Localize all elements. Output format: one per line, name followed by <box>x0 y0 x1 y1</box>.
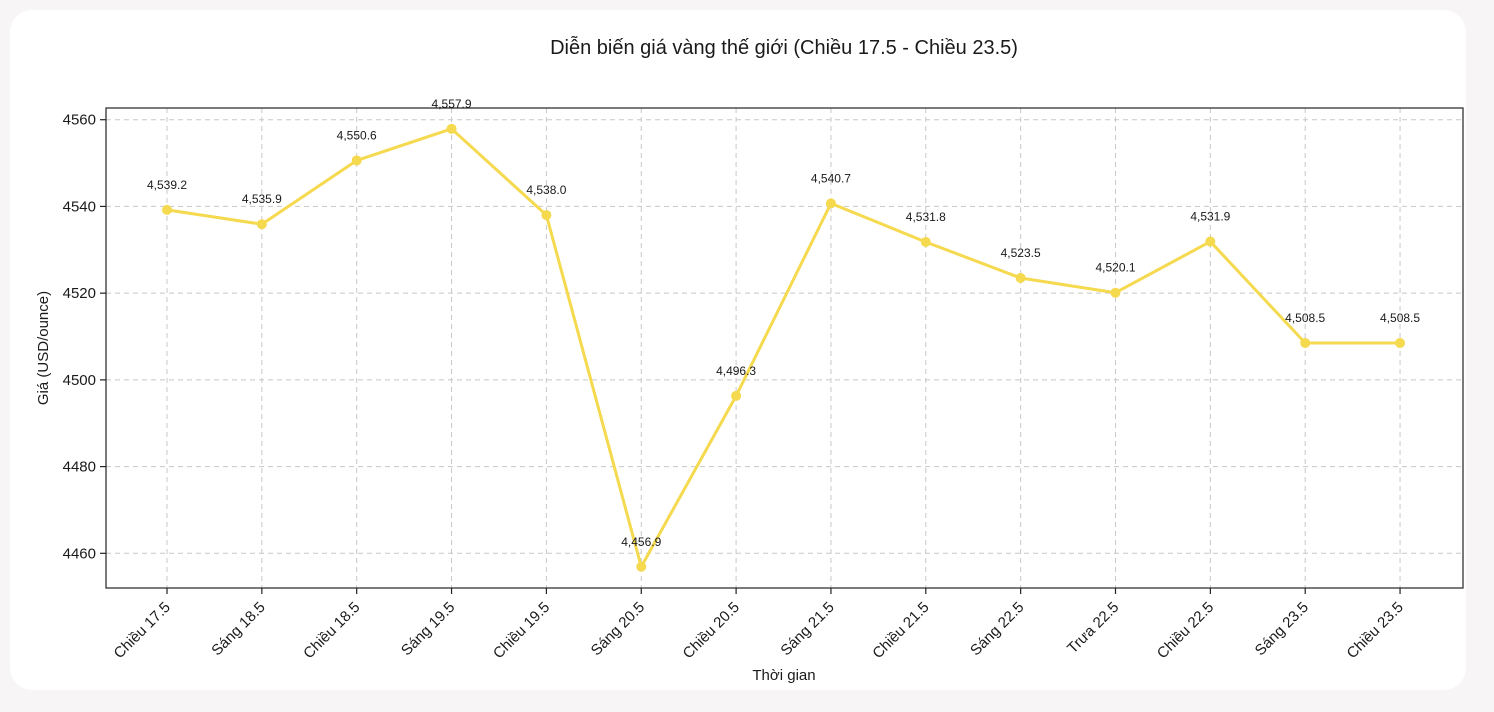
grid-lines <box>106 108 1463 588</box>
x-tick-label: Chiều 17.5 <box>110 599 173 662</box>
data-label: 4,456.9 <box>621 535 661 549</box>
data-label: 4,508.5 <box>1285 311 1325 325</box>
data-point <box>1395 338 1406 349</box>
x-tick-label: Chiều 21.5 <box>869 599 932 662</box>
data-point <box>446 123 457 134</box>
data-point <box>1205 236 1216 247</box>
x-tick-label: Chiều 23.5 <box>1344 599 1407 662</box>
x-tick-label: Chiều 20.5 <box>680 599 743 662</box>
data-point <box>541 210 552 221</box>
data-point <box>920 236 931 247</box>
data-point <box>1300 338 1311 349</box>
x-tick-label: Sáng 19.5 <box>398 599 458 659</box>
x-axis: Chiều 17.5 Sáng 18.5 Chiều 18.5 Sáng 19.5 Ch… <box>110 588 1407 662</box>
data-point <box>1110 287 1121 298</box>
data-point <box>1015 272 1026 283</box>
data-label: 4,496.3 <box>716 364 756 378</box>
y-tick-label: 4520 <box>63 285 96 302</box>
data-label: 4,531.9 <box>1190 210 1230 224</box>
line-chart: Diễn biến giá vàng thế giới (Chiều 17.5 … <box>35 36 1464 684</box>
data-point <box>636 561 647 572</box>
data-point <box>825 198 836 209</box>
data-point <box>256 219 267 230</box>
price-line <box>166 127 1401 569</box>
data-label: 4,557.9 <box>432 97 472 111</box>
series-line <box>162 123 1406 572</box>
data-label: 4,539.2 <box>147 178 187 192</box>
data-label: 4,538.0 <box>526 183 566 197</box>
data-label: 4,540.7 <box>811 171 851 185</box>
plot-area <box>105 107 1464 589</box>
x-tick-label: Sáng 20.5 <box>588 599 648 659</box>
chart-card: Diễn biến giá vàng thế giới (Chiều 17.5 … <box>10 10 1466 690</box>
data-point <box>162 204 172 215</box>
y-tick-label: 4460 <box>63 545 96 562</box>
y-axis: 4460 4480 4500 4520 4540 4560 <box>63 112 106 562</box>
x-tick-label: Chiều 22.5 <box>1154 599 1217 662</box>
y-axis-label: Giá (USD/ounce) <box>35 291 52 405</box>
y-tick-label: 4500 <box>63 372 96 389</box>
data-point <box>731 390 742 401</box>
data-labels: 4,539.2 4,535.9 4,550.6 4,557.9 4,538.0 4,456… <box>147 97 1420 549</box>
y-tick-label: 4480 <box>63 459 96 476</box>
y-tick-label: 4560 <box>63 112 96 129</box>
data-label: 4,535.9 <box>242 192 282 206</box>
x-tick-label: Chiều 18.5 <box>300 599 363 662</box>
data-point <box>351 155 362 166</box>
x-tick-label: Trưa 22.5 <box>1064 599 1122 657</box>
data-label: 4,523.5 <box>1001 246 1041 260</box>
y-tick-label: 4540 <box>63 198 96 215</box>
x-tick-label: Chiều 19.5 <box>490 599 553 662</box>
x-axis-label: Thời gian <box>752 667 815 684</box>
x-tick-label: Sáng 22.5 <box>967 599 1027 659</box>
data-label: 4,550.6 <box>337 128 377 142</box>
x-tick-label: Sáng 23.5 <box>1252 599 1312 659</box>
data-label: 4,520.1 <box>1095 261 1135 275</box>
data-label: 4,508.5 <box>1380 311 1420 325</box>
chart-title: Diễn biến giá vàng thế giới (Chiều 17.5 … <box>550 36 1018 59</box>
data-label: 4,531.8 <box>906 210 946 224</box>
x-tick-label: Sáng 21.5 <box>777 599 837 659</box>
x-tick-label: Sáng 18.5 <box>208 599 268 659</box>
